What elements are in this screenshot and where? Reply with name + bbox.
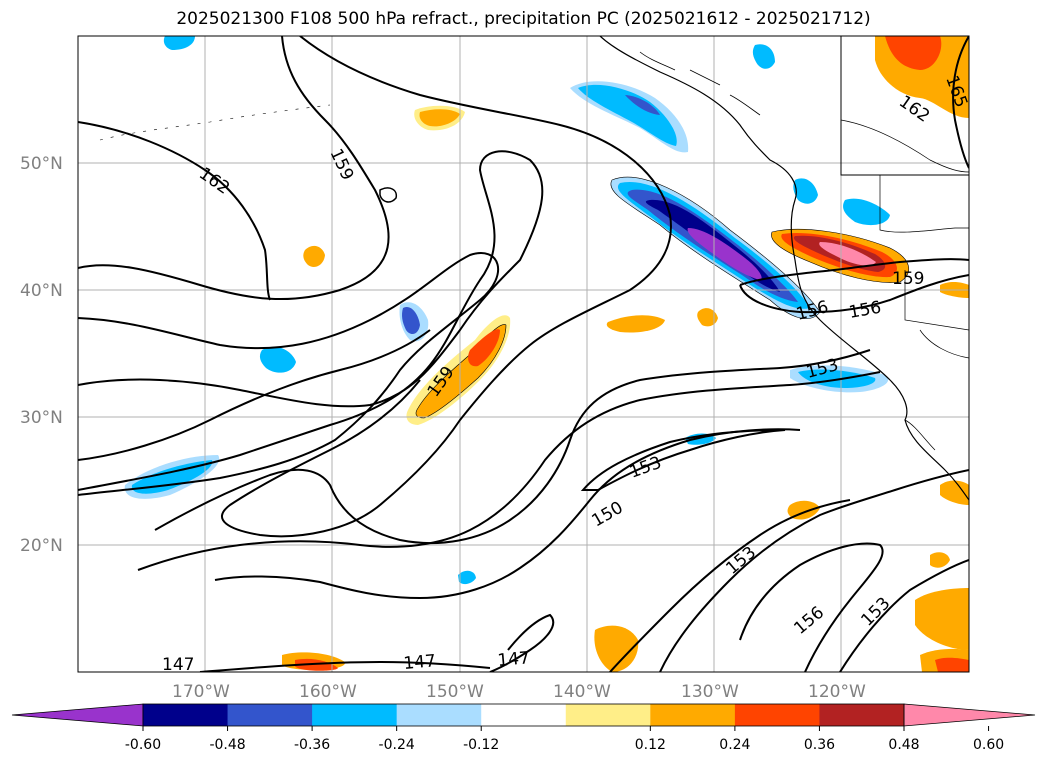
colorbar-segment xyxy=(819,704,905,726)
contour-label: 159 xyxy=(892,269,924,289)
contour-label: 147 xyxy=(497,648,531,671)
colorbar: -0.60 -0.48 -0.36 -0.24 -0.12 0.12 0.24 0.36 0.4… xyxy=(11,703,1036,753)
colorbar-tick-label: 0.36 xyxy=(804,737,835,753)
colorbar-frame xyxy=(142,703,905,727)
contour-label: 147 xyxy=(162,655,194,675)
contour-label: 147 xyxy=(403,651,437,674)
lon-label-120w: 120°W xyxy=(808,682,866,702)
lon-label-150w: 150°W xyxy=(426,682,484,702)
plot-frame xyxy=(77,35,970,673)
lat-label-40n: 40°N xyxy=(20,281,63,301)
colorbar-segment xyxy=(143,704,229,726)
colorbar-segment xyxy=(227,704,313,726)
lat-label-50n: 50°N xyxy=(20,154,63,174)
grid-lines xyxy=(78,36,969,672)
refractivity-contours xyxy=(78,36,969,672)
colorbar-tick-label: -0.36 xyxy=(294,737,330,753)
colorbar-segment xyxy=(565,704,651,726)
lat-label-30n: 30°N xyxy=(20,408,63,428)
colorbar-tick-label: 0.48 xyxy=(888,737,919,753)
colorbar-segment xyxy=(481,704,567,726)
colorbar-extend-low xyxy=(11,703,144,727)
colorbar-tick-label: -0.60 xyxy=(125,737,161,753)
lon-label-160w: 160°W xyxy=(299,682,357,702)
lat-label-20n: 20°N xyxy=(20,536,63,556)
lon-label-170w: 170°W xyxy=(172,682,230,702)
colorbar-tick-label: -0.48 xyxy=(209,737,245,753)
coastlines xyxy=(99,36,969,501)
colorbar-tick-label: 0.24 xyxy=(719,737,750,753)
colorbar-tick-label: -0.12 xyxy=(463,737,499,753)
colorbar-segment xyxy=(396,704,482,726)
colorbar-segment xyxy=(734,704,820,726)
colorbar-segment xyxy=(312,704,398,726)
map-title: 2025021300 F108 500 hPa refract., precip… xyxy=(176,9,871,29)
colorbar-segment xyxy=(650,704,736,726)
plot-area: 162 159 162 165 159 159 156 156 153 153 … xyxy=(78,36,969,675)
longitude-labels: 170°W 160°W 150°W 140°W 130°W 120°W xyxy=(172,682,866,702)
lon-label-140w: 140°W xyxy=(553,682,611,702)
colorbar-tick-label: 0.60 xyxy=(973,737,1004,753)
colorbar-extend-high xyxy=(903,703,1036,727)
colorbar-tick-label: 0.12 xyxy=(635,737,666,753)
colorbar-tick-label: -0.24 xyxy=(379,737,415,753)
latitude-labels: 50°N 40°N 30°N 20°N xyxy=(20,154,63,556)
lon-label-130w: 130°W xyxy=(681,682,739,702)
